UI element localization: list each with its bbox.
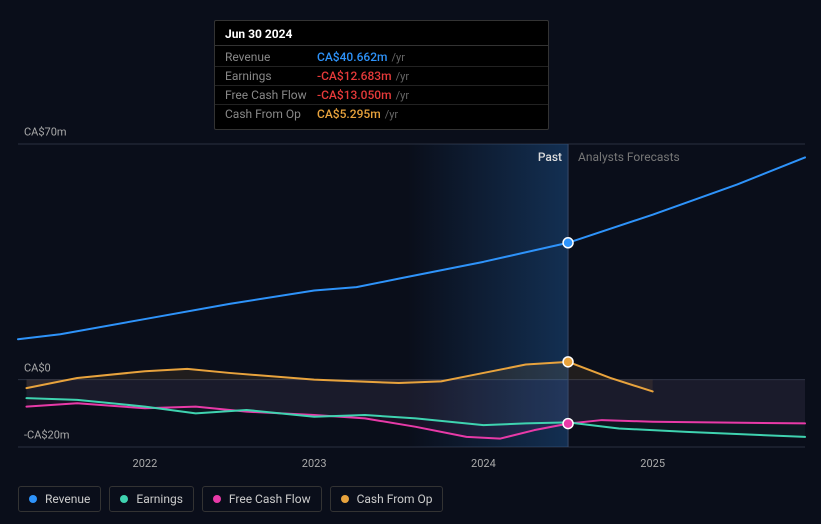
past-label: Past <box>538 150 562 164</box>
legend-item-cashop[interactable]: Cash From Op <box>330 486 444 512</box>
legend-dot-icon <box>213 495 221 503</box>
legend-item-label: Earnings <box>136 492 183 506</box>
tooltip-metric-unit: /yr <box>396 70 409 83</box>
tooltip-metric-value: -CA$12.683m <box>317 69 392 83</box>
tooltip-metric-label: Revenue <box>225 50 317 64</box>
tooltip-metric-value: -CA$13.050m <box>317 88 392 102</box>
legend-item-earnings[interactable]: Earnings <box>109 486 194 512</box>
x-axis-tick: 2024 <box>471 457 496 470</box>
tooltip-metric-unit: /yr <box>385 108 398 121</box>
tooltip-metric-label: Earnings <box>225 69 317 83</box>
legend-item-label: Cash From Op <box>357 492 433 506</box>
legend-item-fcf[interactable]: Free Cash Flow <box>202 486 322 512</box>
legend-dot-icon <box>29 495 37 503</box>
tooltip-metric-label: Cash From Op <box>225 107 317 121</box>
x-axis-tick: 2022 <box>133 457 158 470</box>
x-axis-tick: 2023 <box>302 457 327 470</box>
tooltip-metric-unit: /yr <box>392 51 405 64</box>
tooltip-metric-value: CA$5.295m <box>317 107 381 121</box>
financials-chart: CA$70mCA$0-CA$20m 2022202320242025 Past … <box>0 0 821 524</box>
legend-item-label: Free Cash Flow <box>229 492 311 506</box>
legend-dot-icon <box>120 495 128 503</box>
chart-tooltip: Jun 30 2024 RevenueCA$40.662m/yrEarnings… <box>214 20 549 130</box>
legend-dot-icon <box>341 495 349 503</box>
forecast-label: Analysts Forecasts <box>578 150 680 164</box>
legend-item-label: Revenue <box>45 492 90 506</box>
tooltip-row: RevenueCA$40.662m/yr <box>215 48 548 67</box>
chart-legend: Revenue Earnings Free Cash Flow Cash From O… <box>18 486 443 512</box>
tooltip-metric-value: CA$40.662m <box>317 50 388 64</box>
tooltip-date: Jun 30 2024 <box>215 27 548 46</box>
y-axis-tick: -CA$20m <box>24 429 70 442</box>
y-axis-tick: CA$0 <box>24 361 51 374</box>
tooltip-metric-label: Free Cash Flow <box>225 88 317 102</box>
tooltip-row: Cash From OpCA$5.295m/yr <box>215 105 548 123</box>
y-axis-tick: CA$70m <box>24 126 67 139</box>
tooltip-row: Free Cash Flow-CA$13.050m/yr <box>215 86 548 105</box>
tooltip-metric-unit: /yr <box>396 89 409 102</box>
legend-item-revenue[interactable]: Revenue <box>18 486 101 512</box>
tooltip-row: Earnings-CA$12.683m/yr <box>215 67 548 86</box>
x-axis-tick: 2025 <box>640 457 665 470</box>
